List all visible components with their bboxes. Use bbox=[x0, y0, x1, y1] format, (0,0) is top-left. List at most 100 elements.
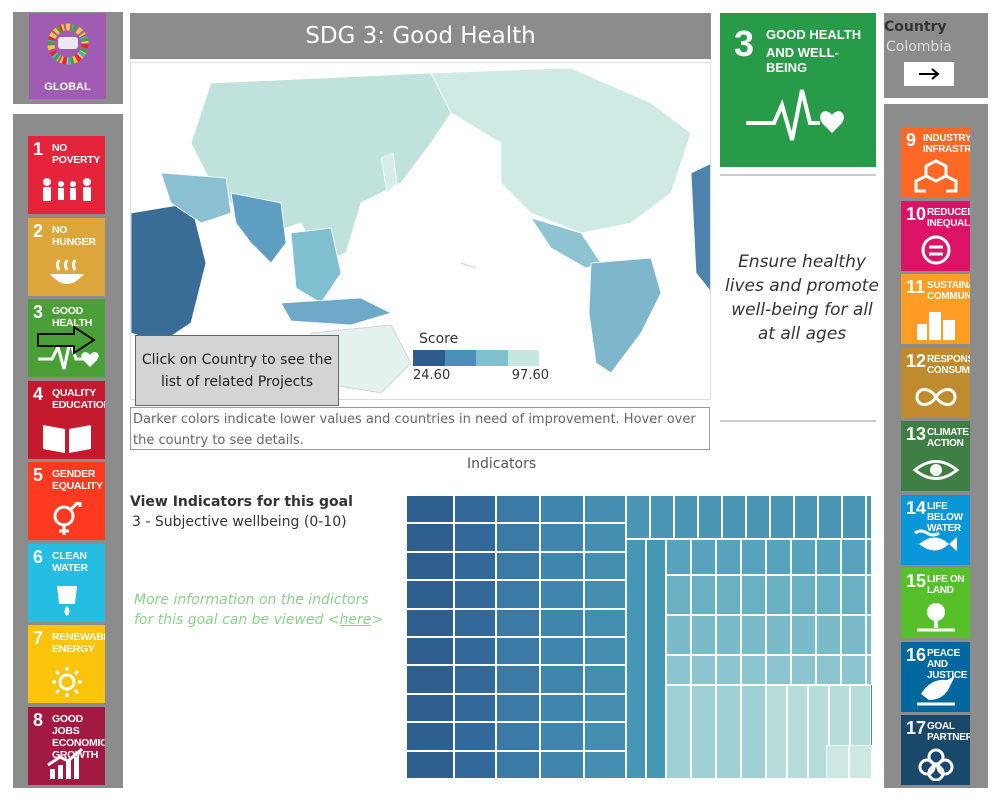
more-info-link[interactable]: here bbox=[339, 612, 372, 628]
treemap-cell[interactable] bbox=[866, 575, 872, 615]
goal-tile-11[interactable]: 11SUSTAINABLE COMMUNITIES bbox=[901, 274, 970, 344]
treemap-cell[interactable] bbox=[766, 575, 791, 615]
treemap-cell[interactable] bbox=[406, 523, 454, 552]
treemap-cell[interactable] bbox=[646, 539, 666, 779]
goal-tile-9[interactable]: 9 INDUSTRY, INFRASTRUCTURE bbox=[901, 127, 970, 197]
world-map[interactable]: Score 24.60 97.60 bbox=[130, 62, 711, 400]
treemap-cell[interactable] bbox=[406, 637, 454, 666]
treemap-cell[interactable] bbox=[698, 495, 722, 539]
treemap-cell[interactable] bbox=[496, 722, 540, 751]
treemap-cell[interactable] bbox=[766, 685, 787, 779]
treemap-cell[interactable] bbox=[716, 655, 741, 685]
treemap-cell[interactable] bbox=[666, 615, 691, 655]
treemap-cell[interactable] bbox=[808, 685, 829, 779]
treemap-cell[interactable] bbox=[841, 539, 866, 575]
treemap-cell[interactable] bbox=[791, 575, 816, 615]
treemap-cell[interactable] bbox=[866, 539, 872, 575]
treemap-cell[interactable] bbox=[454, 495, 496, 524]
treemap-cell[interactable] bbox=[496, 608, 540, 637]
treemap-cell[interactable] bbox=[716, 539, 741, 575]
treemap-cell[interactable] bbox=[741, 615, 766, 655]
treemap-cell[interactable] bbox=[540, 693, 584, 723]
treemap-cell[interactable] bbox=[626, 539, 646, 779]
treemap-cell[interactable] bbox=[496, 637, 540, 666]
treemap-cell[interactable] bbox=[691, 655, 716, 685]
treemap-cell[interactable] bbox=[406, 608, 454, 637]
treemap-cell[interactable] bbox=[584, 665, 626, 694]
treemap-cell[interactable] bbox=[849, 745, 872, 779]
treemap-cell[interactable] bbox=[454, 608, 496, 637]
treemap-cell[interactable] bbox=[770, 495, 794, 539]
treemap-cell[interactable] bbox=[666, 685, 691, 779]
treemap-cell[interactable] bbox=[866, 615, 872, 655]
treemap-cell[interactable] bbox=[666, 655, 691, 685]
treemap-cell[interactable] bbox=[816, 655, 841, 685]
treemap-cell[interactable] bbox=[584, 608, 626, 637]
goal-tile-5[interactable]: 5 GENDER EQUALITY bbox=[28, 462, 105, 540]
treemap-cell[interactable] bbox=[406, 722, 454, 751]
goal-tile-7[interactable]: 7 RENEWABLE ENERGY bbox=[28, 625, 105, 703]
treemap-cell[interactable] bbox=[666, 539, 691, 575]
treemap-cell[interactable] bbox=[496, 693, 540, 723]
country-value[interactable]: Colombia bbox=[886, 39, 952, 55]
treemap-cell[interactable] bbox=[691, 539, 716, 575]
treemap-cell[interactable] bbox=[406, 495, 454, 524]
treemap-cell[interactable] bbox=[540, 523, 584, 552]
treemap-cell[interactable] bbox=[454, 693, 496, 723]
treemap-cell[interactable] bbox=[540, 665, 584, 694]
treemap-cell[interactable] bbox=[496, 495, 540, 524]
treemap-cell[interactable] bbox=[842, 495, 866, 539]
goal-tile-8[interactable]: 8 GOOD JOBS ECONOMIC GROWTH bbox=[28, 706, 105, 785]
treemap-cell[interactable] bbox=[584, 750, 626, 779]
treemap-cell[interactable] bbox=[716, 685, 741, 779]
selected-indicator[interactable]: 3 - Subjective wellbeing (0-10) bbox=[132, 514, 347, 530]
treemap-cell[interactable] bbox=[826, 745, 849, 779]
treemap-cell[interactable] bbox=[584, 551, 626, 581]
treemap-cell[interactable] bbox=[650, 495, 674, 539]
treemap-cell[interactable] bbox=[454, 750, 496, 779]
treemap-cell[interactable] bbox=[540, 580, 584, 609]
treemap-cell[interactable] bbox=[787, 685, 808, 779]
treemap-cell[interactable] bbox=[496, 750, 540, 779]
treemap-cell[interactable] bbox=[584, 523, 626, 552]
treemap-cell[interactable] bbox=[454, 665, 496, 694]
treemap-cell[interactable] bbox=[540, 722, 584, 751]
treemap-cell[interactable] bbox=[818, 495, 842, 539]
treemap-cell[interactable] bbox=[716, 575, 741, 615]
treemap-cell[interactable] bbox=[454, 580, 496, 609]
goal-tile-14[interactable]: 14 LIFE BELOW WATER bbox=[901, 494, 970, 565]
global-tile[interactable]: GLOBAL bbox=[29, 13, 106, 99]
goal-tile-16[interactable]: 16 PEACE AND JUSTICE bbox=[901, 641, 970, 712]
treemap-cell[interactable] bbox=[766, 655, 791, 685]
treemap-cell[interactable] bbox=[406, 750, 454, 779]
treemap-cell[interactable] bbox=[866, 655, 872, 685]
treemap-cell[interactable] bbox=[540, 637, 584, 666]
treemap-cell[interactable] bbox=[406, 693, 454, 723]
goal-tile-12[interactable]: 12RESPONSIBLE CONSUMPTION bbox=[901, 347, 970, 418]
country-go-button[interactable] bbox=[904, 62, 954, 86]
treemap-cell[interactable] bbox=[584, 722, 626, 751]
treemap-cell[interactable] bbox=[454, 722, 496, 751]
treemap-cell[interactable] bbox=[406, 665, 454, 694]
goal-tile-3[interactable]: 3 GOOD HEALTH bbox=[28, 299, 105, 377]
treemap-cell[interactable] bbox=[666, 575, 691, 615]
treemap-cell[interactable] bbox=[454, 637, 496, 666]
goal-tile-1[interactable]: 1 NO POVERTY bbox=[28, 136, 105, 214]
treemap-cell[interactable] bbox=[716, 615, 741, 655]
treemap-cell[interactable] bbox=[741, 539, 766, 575]
treemap-cell[interactable] bbox=[584, 693, 626, 723]
treemap-cell[interactable] bbox=[454, 523, 496, 552]
treemap-cell[interactable] bbox=[691, 615, 716, 655]
treemap-cell[interactable] bbox=[866, 495, 872, 539]
treemap-cell[interactable] bbox=[791, 655, 816, 685]
treemap-cell[interactable] bbox=[841, 655, 866, 685]
treemap-cell[interactable] bbox=[496, 523, 540, 552]
treemap-cell[interactable] bbox=[496, 665, 540, 694]
treemap-cell[interactable] bbox=[406, 551, 454, 581]
treemap-cell[interactable] bbox=[584, 495, 626, 524]
goal-tile-2[interactable]: 2 NO HUNGER bbox=[28, 217, 105, 296]
treemap-cell[interactable] bbox=[741, 655, 766, 685]
treemap-cell[interactable] bbox=[746, 495, 770, 539]
treemap-cell[interactable] bbox=[540, 495, 584, 524]
